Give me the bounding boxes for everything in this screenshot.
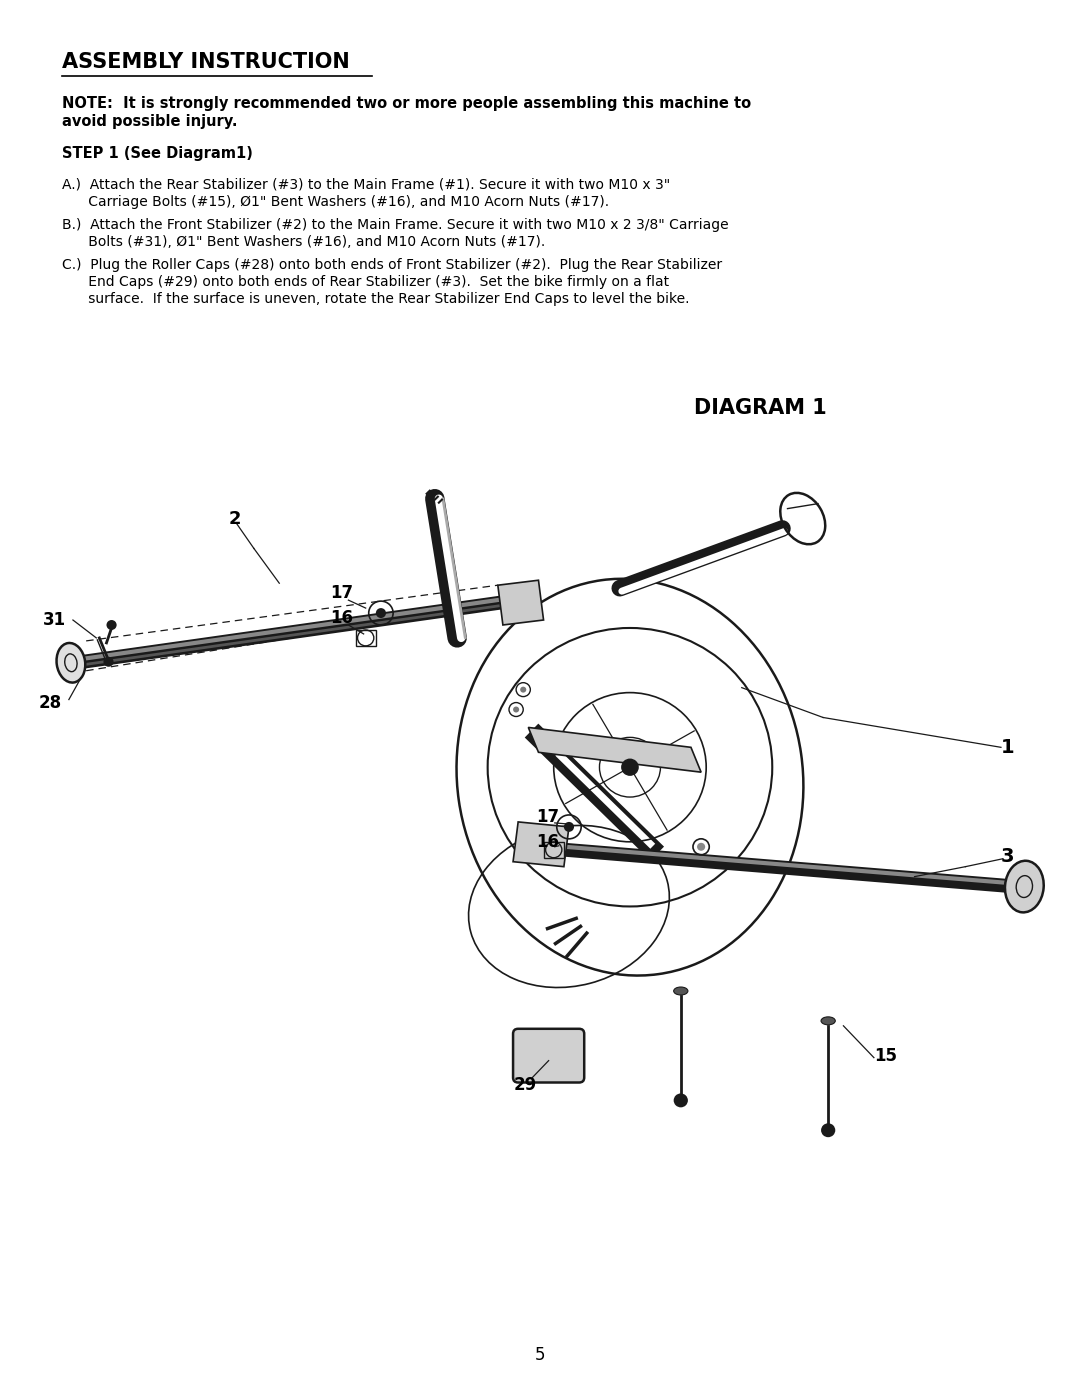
Text: 5: 5 [535, 1345, 545, 1363]
Text: A.)  Attach the Rear Stabilizer (#3) to the Main Frame (#1). Secure it with two : A.) Attach the Rear Stabilizer (#3) to t… [62, 177, 671, 191]
FancyBboxPatch shape [513, 1028, 584, 1083]
Text: B.)  Attach the Front Stabilizer (#2) to the Main Frame. Secure it with two M10 : B.) Attach the Front Stabilizer (#2) to … [62, 218, 729, 232]
Ellipse shape [674, 988, 688, 995]
Text: End Caps (#29) onto both ends of Rear Stabilizer (#3).  Set the bike firmly on a: End Caps (#29) onto both ends of Rear St… [62, 275, 670, 289]
Text: STEP 1 (See Diagram1): STEP 1 (See Diagram1) [62, 147, 253, 161]
Circle shape [821, 1123, 835, 1137]
Circle shape [521, 687, 526, 693]
Ellipse shape [1005, 861, 1043, 912]
Text: NOTE:  It is strongly recommended two or more people assembling this machine to: NOTE: It is strongly recommended two or … [62, 96, 751, 110]
Text: Carriage Bolts (#15), Ø1" Bent Washers (#16), and M10 Acorn Nuts (#17).: Carriage Bolts (#15), Ø1" Bent Washers (… [62, 196, 609, 210]
Polygon shape [513, 821, 569, 866]
Circle shape [697, 842, 705, 851]
Circle shape [107, 620, 117, 630]
Polygon shape [498, 580, 543, 624]
Circle shape [622, 759, 638, 775]
Text: 31: 31 [42, 610, 66, 629]
Circle shape [674, 1094, 688, 1108]
Ellipse shape [821, 1017, 835, 1025]
Text: 1: 1 [1001, 738, 1014, 757]
Text: C.)  Plug the Roller Caps (#28) onto both ends of Front Stabilizer (#2).  Plug t: C.) Plug the Roller Caps (#28) onto both… [62, 258, 723, 272]
Polygon shape [528, 728, 701, 773]
Circle shape [564, 821, 575, 831]
Circle shape [376, 608, 386, 617]
Text: 17: 17 [537, 807, 559, 826]
Text: 2: 2 [229, 510, 241, 528]
Text: DIAGRAM 1: DIAGRAM 1 [693, 398, 826, 418]
Text: avoid possible injury.: avoid possible injury. [62, 115, 238, 129]
Text: 17: 17 [330, 584, 353, 602]
Text: 3: 3 [1001, 847, 1014, 866]
Text: 29: 29 [514, 1077, 538, 1094]
Circle shape [513, 707, 519, 712]
Text: 16: 16 [330, 609, 353, 627]
Text: 28: 28 [39, 693, 62, 711]
Circle shape [104, 657, 113, 666]
Text: 16: 16 [537, 833, 559, 851]
Text: 15: 15 [874, 1046, 896, 1065]
Text: Bolts (#31), Ø1" Bent Washers (#16), and M10 Acorn Nuts (#17).: Bolts (#31), Ø1" Bent Washers (#16), and… [62, 235, 545, 249]
Text: surface.  If the surface is uneven, rotate the Rear Stabilizer End Caps to level: surface. If the surface is uneven, rotat… [62, 292, 689, 306]
Text: ASSEMBLY INSTRUCTION: ASSEMBLY INSTRUCTION [62, 52, 350, 73]
Ellipse shape [56, 643, 85, 683]
